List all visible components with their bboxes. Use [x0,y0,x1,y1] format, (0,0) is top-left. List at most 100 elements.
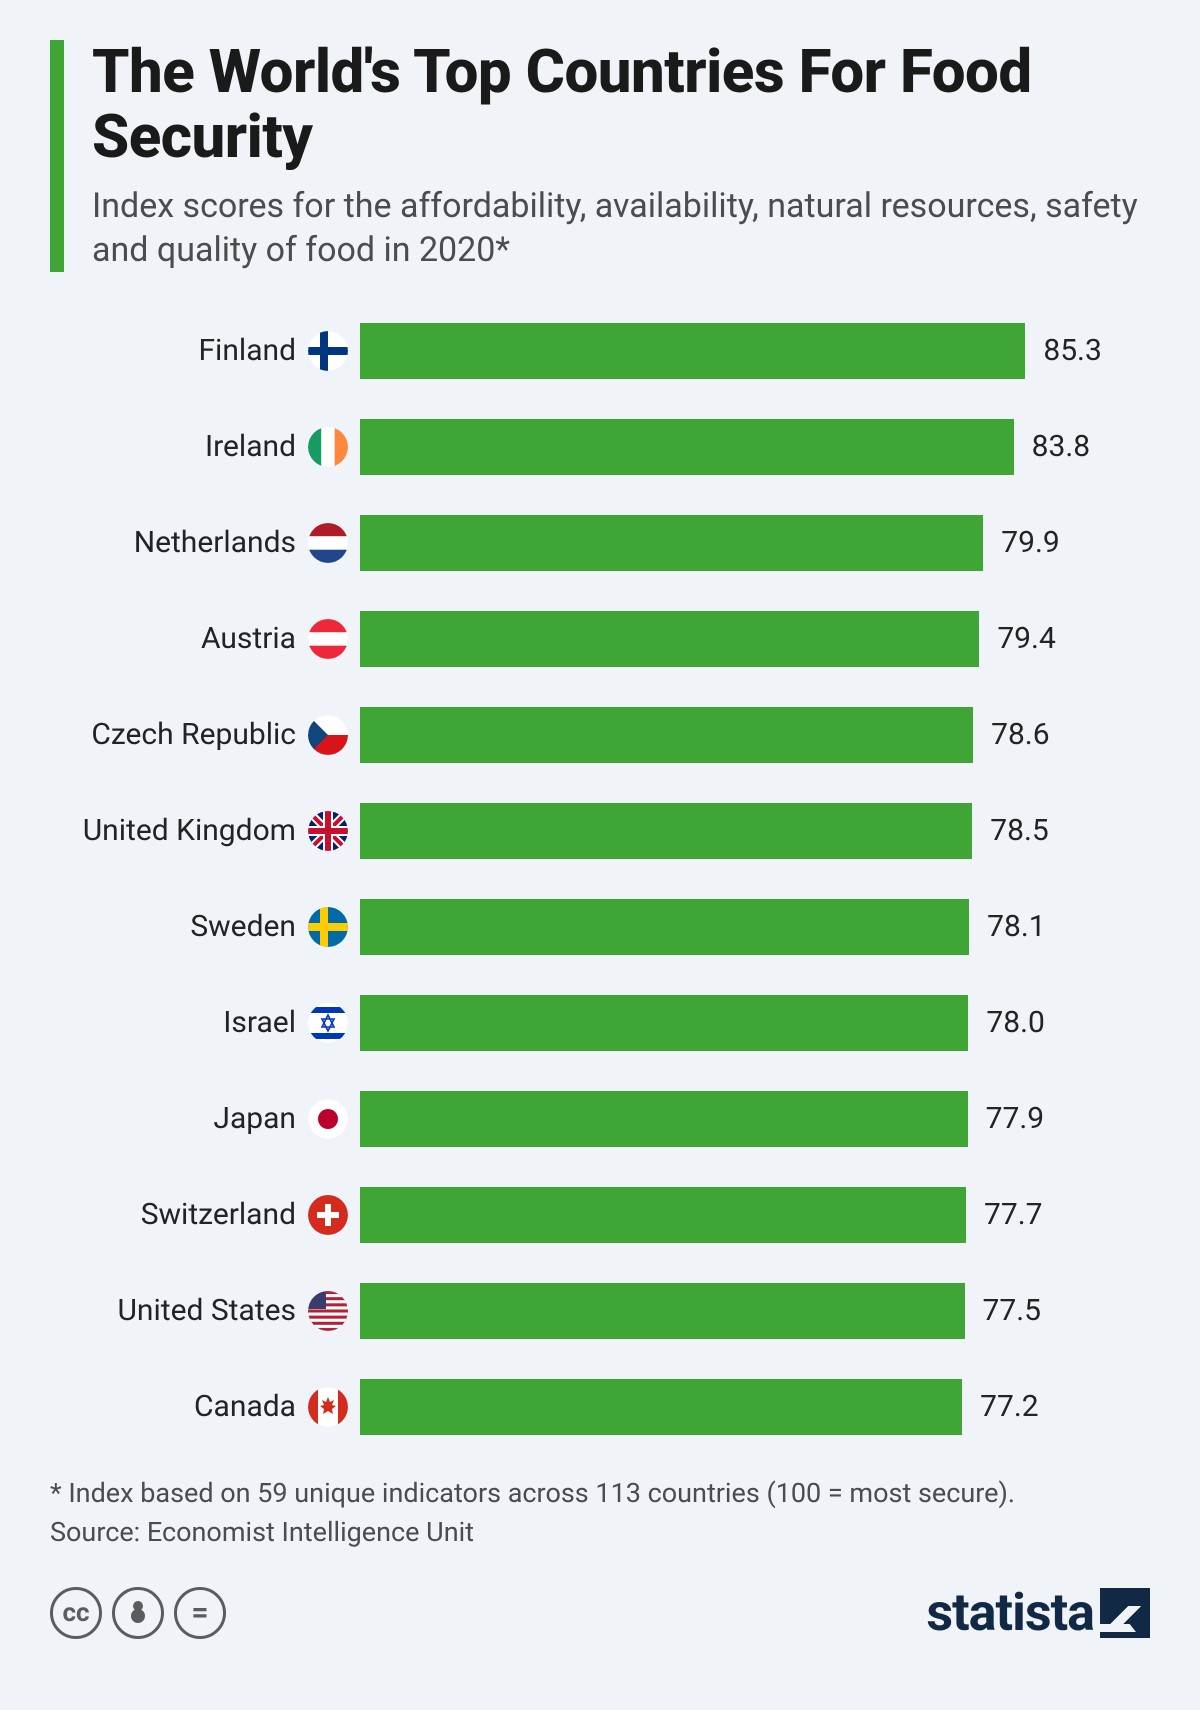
chart-row: Czech Republic 78.6 [50,696,1140,774]
bar-value: 79.4 [997,621,1056,656]
bar-column: 78.5 [360,803,1140,859]
label-column: Austria [50,619,360,659]
chart-row: Japan 77.9 [50,1080,1140,1158]
country-label: Netherlands [134,525,296,560]
bar-value: 77.5 [983,1293,1042,1328]
bar [360,323,1025,379]
label-column: Czech Republic [50,715,360,755]
label-column: Sweden [50,907,360,947]
bar-chart: Finland 85.3 Ireland 83.8 Netherlands 79.9 Aus… [50,312,1140,1446]
label-column: Israel [50,1003,360,1043]
canada-flag-icon [308,1387,348,1427]
bar [360,803,972,859]
bar-column: 83.8 [360,419,1140,475]
bar-column: 77.5 [360,1283,1140,1339]
country-label: Austria [201,621,296,656]
bar-column: 79.9 [360,515,1140,571]
country-label: Sweden [190,909,296,944]
label-column: Canada [50,1387,360,1427]
footnote: * Index based on 59 unique indicators ac… [50,1474,1150,1552]
chart-row: Finland 85.3 [50,312,1140,390]
bar-value: 78.1 [987,909,1046,944]
bar-value: 83.8 [1032,429,1091,464]
chart-title: The World's Top Countries For Food Secur… [92,40,1150,170]
chart-row: United Kingdom 78.5 [50,792,1140,870]
cc-icon: cc [50,1587,102,1639]
no-derivatives-icon: = [174,1587,226,1639]
chart-row: United States 77.5 [50,1272,1140,1350]
uk-flag-icon [308,811,348,851]
accent-bar [50,40,64,272]
attribution-icon [112,1587,164,1639]
chart-row: Switzerland 77.7 [50,1176,1140,1254]
country-label: Israel [223,1005,296,1040]
country-label: United Kingdom [83,813,296,848]
footnote-source: Source: Economist Intelligence Unit [50,1513,1150,1552]
header: The World's Top Countries For Food Secur… [50,40,1150,272]
bar-column: 77.2 [360,1379,1140,1435]
bar [360,1091,968,1147]
bar [360,1379,962,1435]
bar [360,1283,965,1339]
bar [360,707,973,763]
statista-wordmark: statista [926,1582,1094,1643]
japan-flag-icon [308,1099,348,1139]
bar-value: 79.9 [1001,525,1060,560]
country-label: Canada [194,1389,296,1424]
country-label: Japan [213,1101,296,1136]
bar-value: 77.2 [980,1389,1039,1424]
bar-column: 78.6 [360,707,1140,763]
bar-value: 77.7 [984,1197,1043,1232]
country-label: Switzerland [141,1197,296,1232]
country-label: Czech Republic [91,717,296,752]
bar [360,515,983,571]
header-text: The World's Top Countries For Food Secur… [92,40,1150,272]
chart-row: Israel 78.0 [50,984,1140,1062]
country-label: Finland [198,333,296,368]
bar-column: 85.3 [360,323,1140,379]
statista-mark-icon [1100,1588,1150,1638]
label-column: United Kingdom [50,811,360,851]
footnote-line: * Index based on 59 unique indicators ac… [50,1474,1150,1513]
czech-flag-icon [308,715,348,755]
footer: cc = statista [50,1582,1150,1643]
label-column: Ireland [50,427,360,467]
usa-flag-icon [308,1291,348,1331]
bar-column: 78.0 [360,995,1140,1051]
bar-value: 78.5 [990,813,1049,848]
chart-row: Canada 77.2 [50,1368,1140,1446]
chart-row: Austria 79.4 [50,600,1140,678]
sweden-flag-icon [308,907,348,947]
bar-value: 85.3 [1043,333,1102,368]
country-label: United States [117,1293,296,1328]
netherlands-flag-icon [308,523,348,563]
chart-row: Netherlands 79.9 [50,504,1140,582]
finland-flag-icon [308,331,348,371]
country-label: Ireland [205,429,296,464]
chart-subtitle: Index scores for the affordability, avai… [92,184,1150,272]
bar-column: 77.9 [360,1091,1140,1147]
label-column: Switzerland [50,1195,360,1235]
bar [360,995,968,1051]
bar [360,1187,966,1243]
label-column: Japan [50,1099,360,1139]
bar-column: 78.1 [360,899,1140,955]
bar [360,419,1014,475]
chart-row: Sweden 78.1 [50,888,1140,966]
ireland-flag-icon [308,427,348,467]
bar-value: 78.6 [991,717,1050,752]
label-column: Netherlands [50,523,360,563]
bar [360,611,979,667]
label-column: Finland [50,331,360,371]
bar-column: 77.7 [360,1187,1140,1243]
israel-flag-icon [308,1003,348,1043]
label-column: United States [50,1291,360,1331]
austria-flag-icon [308,619,348,659]
cc-license-icons: cc = [50,1587,226,1639]
statista-logo: statista [926,1582,1150,1643]
bar-value: 77.9 [986,1101,1045,1136]
bar-value: 78.0 [986,1005,1045,1040]
bar-column: 79.4 [360,611,1140,667]
bar [360,899,969,955]
chart-row: Ireland 83.8 [50,408,1140,486]
